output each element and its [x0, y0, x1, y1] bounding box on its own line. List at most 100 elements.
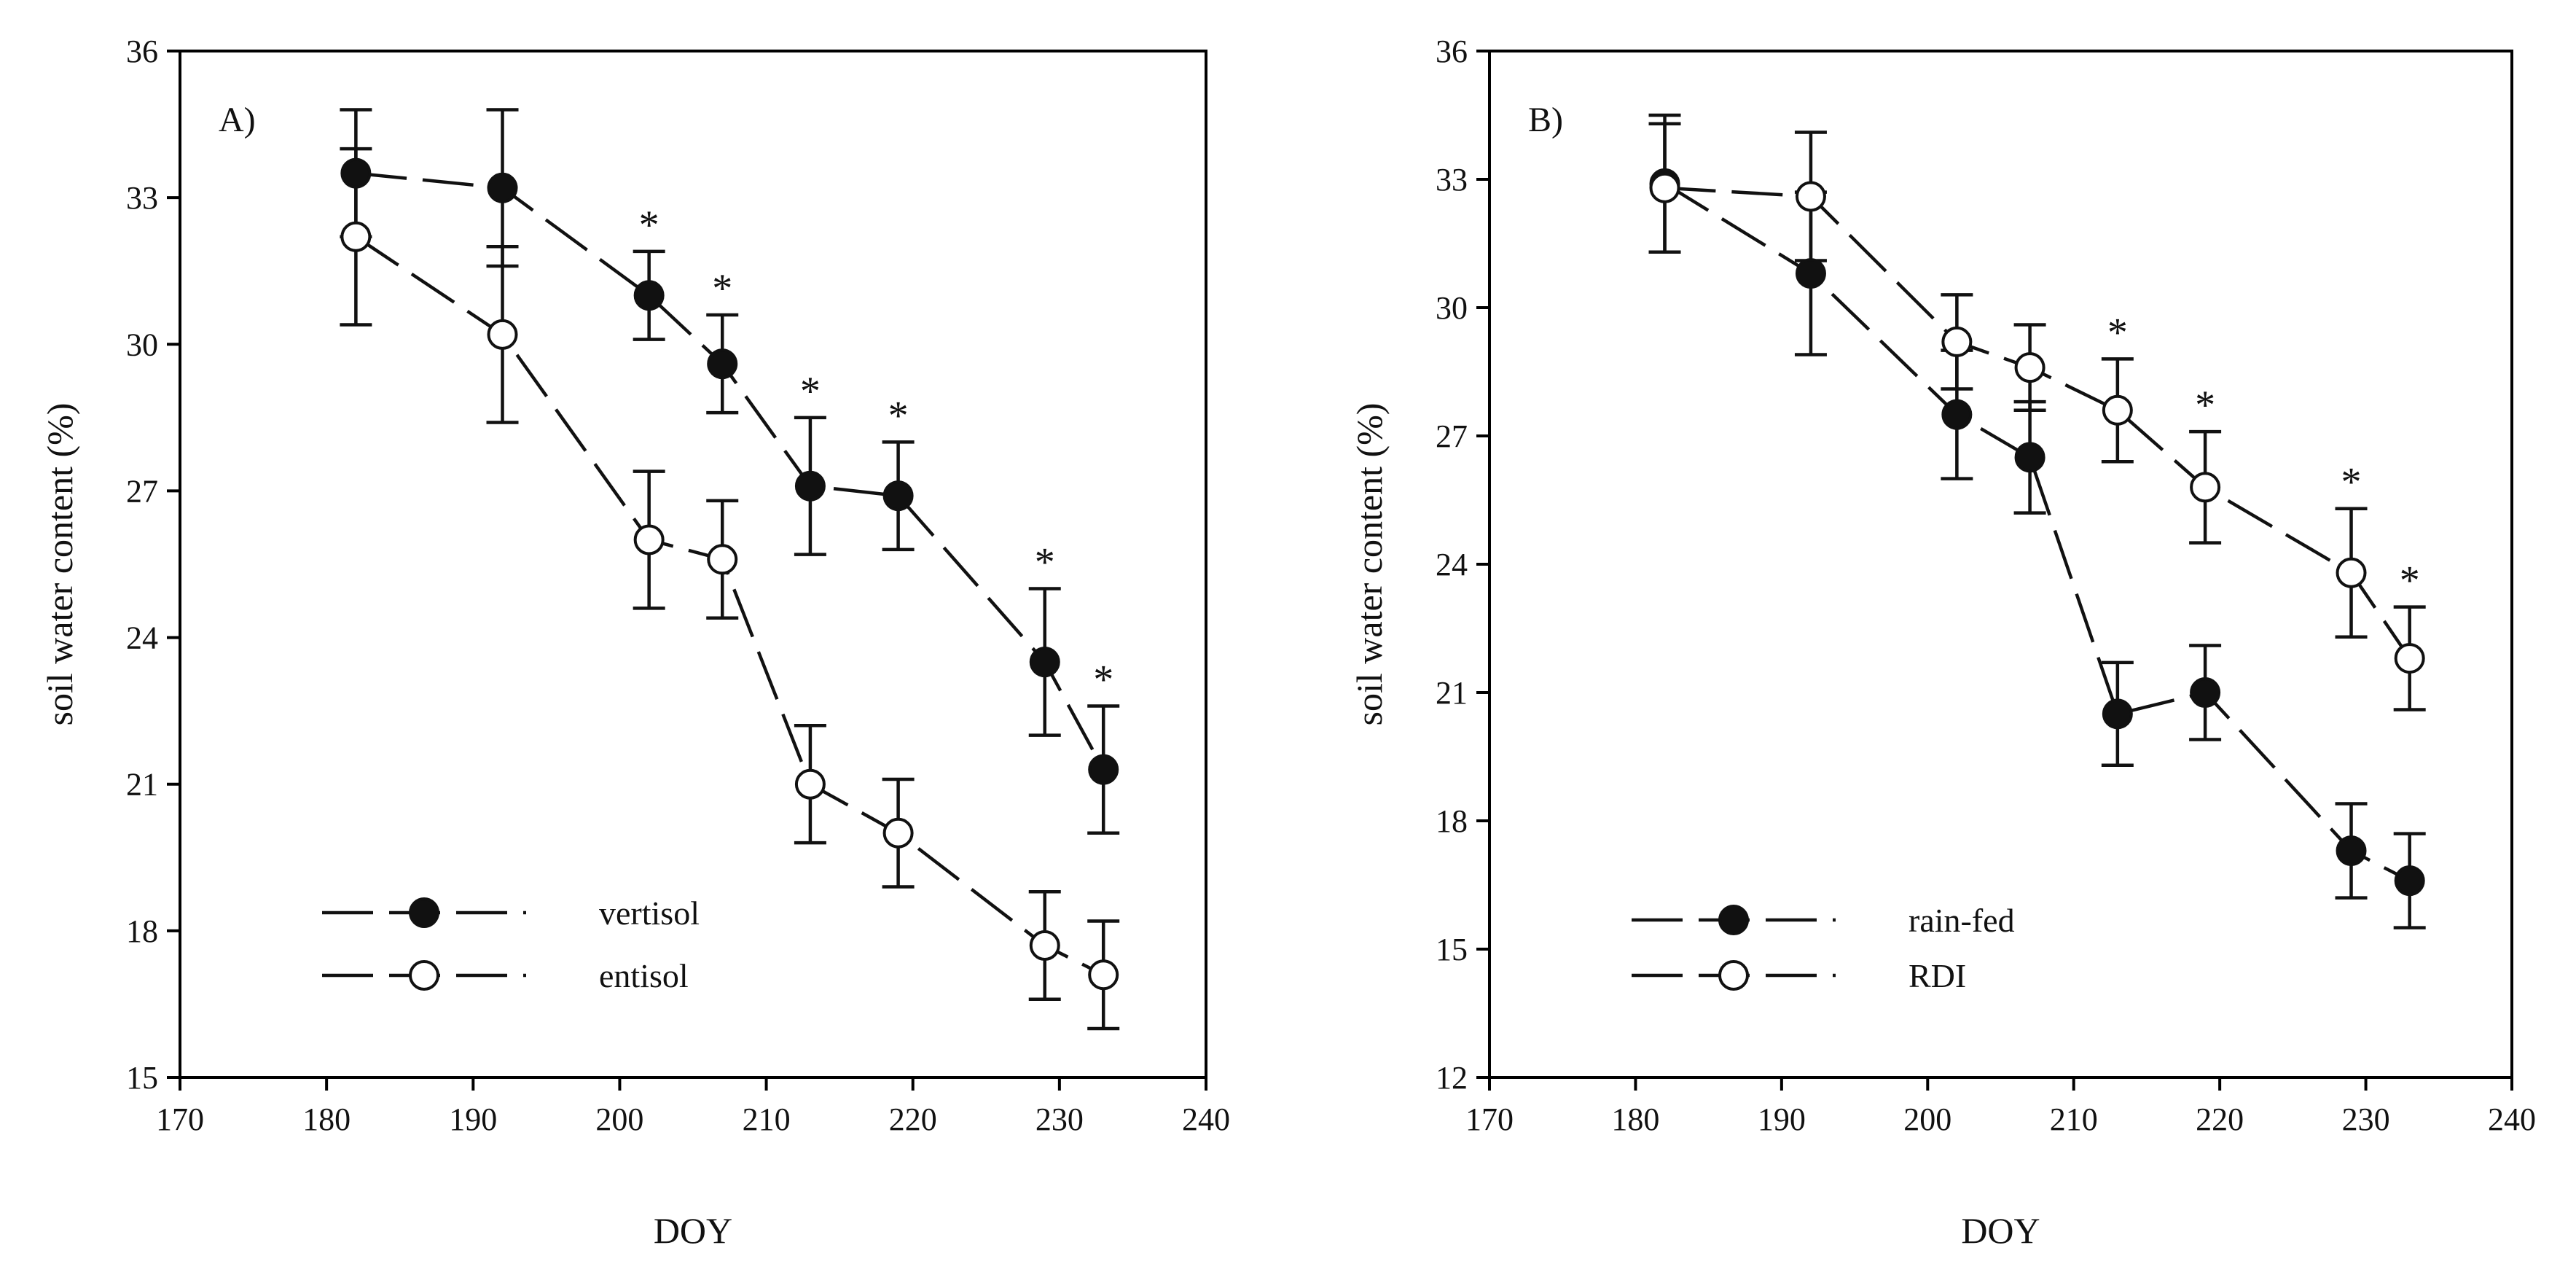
x-axis-label: DOY	[1961, 1210, 2040, 1251]
significance-marker: *	[712, 266, 732, 311]
data-point-vertisol	[707, 348, 738, 380]
data-point-rdi	[2190, 472, 2221, 503]
data-point-rain-fed	[2102, 698, 2133, 730]
y-tick-label: 15	[126, 1060, 158, 1096]
data-point-entisol	[707, 544, 738, 575]
data-point-entisol	[487, 319, 518, 350]
y-tick-label: 27	[126, 473, 158, 509]
legend-label: entisol	[599, 957, 689, 994]
x-axis-label: DOY	[654, 1210, 732, 1251]
data-point-rdi	[2394, 643, 2425, 674]
series-line-entisol	[355, 235, 1105, 977]
y-axis-label: soil water content (%)	[1349, 403, 1390, 726]
x-tick-label: 190	[1758, 1101, 1806, 1137]
y-tick-label: 30	[126, 327, 158, 362]
x-tick-label: 170	[1465, 1101, 1514, 1137]
data-point-entisol	[1029, 929, 1060, 961]
data-point-vertisol	[882, 480, 914, 512]
y-tick-label: 24	[1436, 547, 1468, 582]
significance-marker: *	[1093, 657, 1113, 702]
legend-entry: entisol	[322, 957, 689, 994]
series-line-rain-fed	[1664, 182, 2411, 883]
y-tick-label: 12	[1436, 1060, 1468, 1096]
data-point-vertisol	[794, 470, 826, 502]
data-point-vertisol	[487, 172, 518, 203]
y-tick-label: 18	[126, 913, 158, 949]
y-tick-label: 21	[1436, 675, 1468, 711]
x-tick-label: 170	[156, 1101, 204, 1137]
data-point-rdi	[2336, 557, 2367, 588]
legend-label: vertisol	[599, 894, 700, 932]
data-point-entisol	[882, 817, 914, 849]
data-point-entisol	[340, 221, 372, 252]
y-tick-label: 27	[1436, 418, 1468, 454]
y-tick-label: 30	[1436, 290, 1468, 326]
data-point-vertisol	[340, 157, 372, 189]
legend-marker	[409, 897, 439, 928]
significance-marker: *	[888, 393, 909, 438]
data-point-rain-fed	[2336, 835, 2367, 867]
y-axis-label: soil water content (%)	[39, 403, 80, 726]
y-tick-label: 21	[126, 767, 158, 803]
legend-entry: RDI	[1632, 957, 1966, 994]
data-point-vertisol	[1029, 647, 1060, 678]
data-point-rdi	[1649, 172, 1680, 203]
x-tick-label: 180	[1611, 1101, 1659, 1137]
data-point-rdi	[1941, 326, 1973, 357]
y-tick-label: 36	[1436, 34, 1468, 69]
data-point-entisol	[794, 768, 826, 800]
panel-a: 170 180 190 200 210 220 230 240 15 18 21 24 27 30 33 36…	[39, 34, 1230, 1251]
plot-frame	[179, 50, 1207, 1079]
x-tick-label: 220	[889, 1101, 937, 1137]
x-tick-label: 230	[2342, 1101, 2390, 1137]
data-point-rdi	[2014, 352, 2045, 383]
x-tick-label: 230	[1036, 1101, 1084, 1137]
legend-marker	[1718, 960, 1749, 991]
data-point-vertisol	[1088, 754, 1119, 785]
legend-entry: rain-fed	[1632, 902, 2015, 939]
data-point-rain-fed	[2394, 865, 2425, 897]
y-tick-label: 36	[126, 34, 158, 69]
data-point-vertisol	[633, 280, 665, 311]
panel-b: 170 180 190 200 210 220 230 240 12 15 18 21 24 27 30 33…	[1349, 34, 2536, 1251]
data-point-rdi	[2102, 394, 2133, 426]
significance-marker: *	[1035, 540, 1055, 585]
data-point-rdi	[1795, 181, 1826, 212]
significance-marker: *	[800, 369, 821, 414]
significance-marker: *	[639, 203, 659, 248]
data-point-rain-fed	[1941, 399, 1973, 430]
x-tick-label: 180	[302, 1101, 351, 1137]
x-tick-label: 210	[743, 1101, 791, 1137]
y-tick-label: 33	[1436, 162, 1468, 198]
y-tick-label: 18	[1436, 803, 1468, 839]
significance-marker: *	[2195, 383, 2215, 428]
y-tick-label: 33	[126, 180, 158, 216]
significance-marker: *	[2400, 558, 2420, 604]
data-point-rain-fed	[2190, 677, 2221, 708]
x-tick-label: 200	[595, 1101, 643, 1137]
y-tick-label: 15	[1436, 932, 1468, 967]
x-tick-label: 240	[1182, 1101, 1230, 1137]
data-point-rain-fed	[1795, 258, 1826, 289]
x-tick-label: 200	[1903, 1101, 1951, 1137]
series-line-vertisol	[356, 171, 1105, 771]
data-point-rain-fed	[2014, 442, 2045, 473]
panel-label: B)	[1528, 101, 1563, 139]
x-tick-label: 220	[2196, 1101, 2244, 1137]
panel-label: A)	[219, 101, 256, 139]
data-point-entisol	[1088, 959, 1119, 991]
legend-marker	[1718, 905, 1749, 935]
legend-label: RDI	[1908, 957, 1966, 994]
legend-label: rain-fed	[1908, 902, 2015, 939]
y-tick-label: 24	[126, 620, 158, 656]
x-tick-label: 240	[2488, 1101, 2536, 1137]
legend-entry: vertisol	[322, 894, 700, 932]
x-tick-label: 210	[2050, 1101, 2098, 1137]
legend-marker	[409, 960, 439, 991]
data-point-entisol	[633, 524, 665, 555]
significance-marker: *	[2341, 460, 2362, 505]
series-line-rdi	[1664, 186, 2411, 660]
x-tick-label: 190	[449, 1101, 497, 1137]
significance-marker: *	[2107, 310, 2128, 355]
